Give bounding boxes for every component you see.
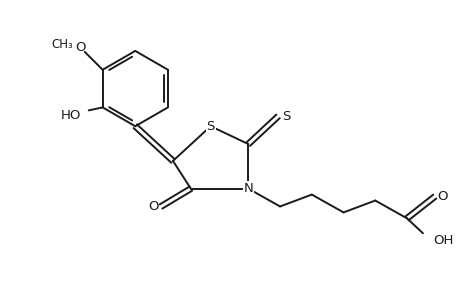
Text: OH: OH xyxy=(432,234,452,247)
Text: N: N xyxy=(243,182,252,195)
Text: O: O xyxy=(437,190,447,203)
Text: S: S xyxy=(206,120,214,133)
Text: HO: HO xyxy=(61,109,81,122)
Text: O: O xyxy=(75,41,86,55)
Text: CH₃: CH₃ xyxy=(51,38,73,52)
Text: S: S xyxy=(281,110,290,123)
Text: O: O xyxy=(147,200,158,213)
